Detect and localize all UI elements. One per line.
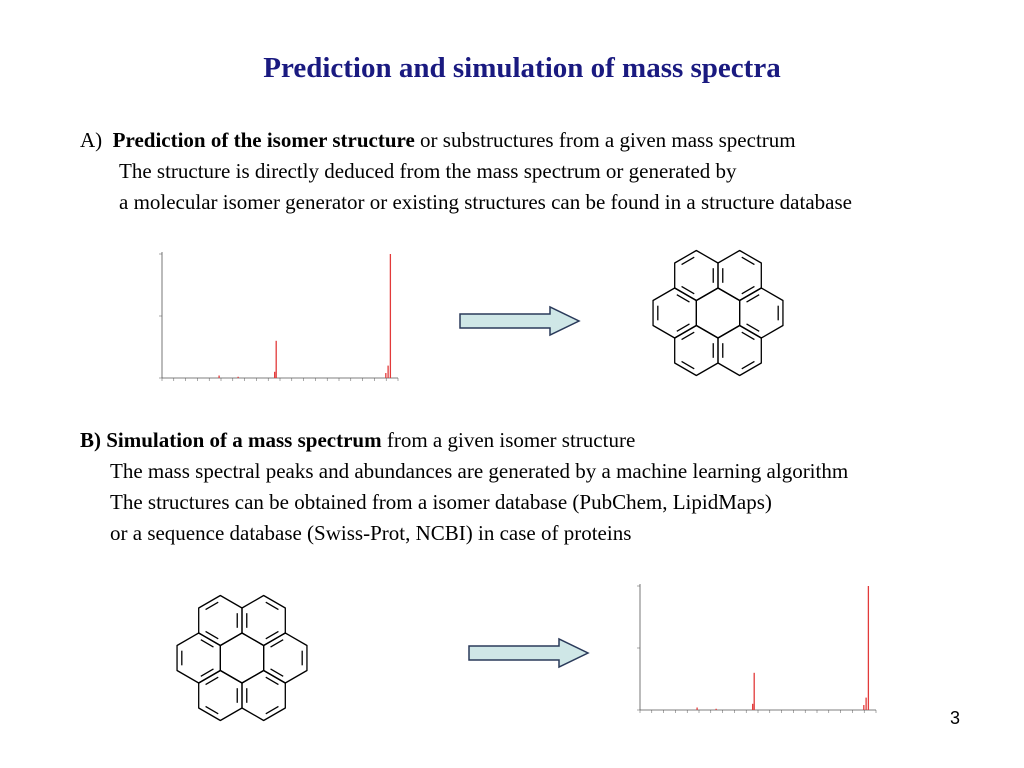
molecule-double-bond — [270, 639, 284, 648]
molecule-double-bond — [205, 676, 219, 686]
molecule-double-bond — [746, 323, 760, 332]
molecule-double-bond — [676, 323, 690, 332]
coronene-molecule-a — [652, 249, 784, 377]
section-b-line-2: The structures can be obtained from a is… — [110, 490, 772, 514]
section-b: B) Simulation of a mass spectrum from a … — [80, 425, 848, 549]
molecule-double-bond — [741, 256, 755, 266]
molecule-double-bond — [676, 294, 690, 303]
molecule-double-bond — [200, 668, 214, 677]
molecule-double-bond — [681, 331, 695, 341]
molecule-double-bond — [681, 285, 695, 295]
molecule-double-bond — [746, 294, 760, 303]
molecule-ring — [241, 669, 286, 722]
molecule-ring — [695, 287, 741, 339]
molecule-double-bond — [741, 331, 755, 341]
section-a-heading-bold: Prediction of the isomer structure — [112, 128, 415, 152]
molecule-double-bond — [681, 360, 695, 370]
section-b-heading-bold: Simulation of a mass spectrum — [106, 428, 382, 452]
section-b-line-1: The mass spectral peaks and abundances a… — [110, 459, 849, 483]
molecule-ring — [176, 632, 221, 684]
section-b-line-3: or a sequence database (Swiss-Prot, NCBI… — [110, 521, 632, 545]
molecule-double-bond — [205, 705, 219, 715]
molecule-double-bond — [681, 256, 695, 266]
section-a-heading: A) Prediction of the isomer structure or… — [80, 125, 852, 156]
molecule-ring — [198, 594, 243, 647]
molecule-double-bond — [200, 639, 214, 648]
molecule-double-bond — [205, 630, 219, 640]
section-b-heading-rest: from a given isomer structure — [381, 428, 636, 452]
molecule-double-bond — [741, 360, 755, 370]
section-a-line-2: a molecular isomer generator or existing… — [119, 190, 852, 214]
section-a-line-1: The structure is directly deduced from t… — [119, 159, 737, 183]
molecule-double-bond — [270, 668, 284, 677]
molecule-double-bond — [205, 601, 219, 611]
molecule-ring — [674, 249, 719, 302]
molecule-double-bond — [265, 630, 279, 640]
mass-spectrum-a — [159, 252, 399, 381]
molecule-double-bond — [265, 676, 279, 686]
molecule-ring — [219, 632, 265, 684]
section-a: A) Prediction of the isomer structure or… — [80, 125, 852, 218]
molecule-ring — [674, 324, 719, 377]
molecule-ring — [198, 669, 243, 722]
arrow-a-shape — [459, 305, 581, 337]
molecule-ring — [652, 287, 697, 339]
molecule-double-bond — [265, 705, 279, 715]
page-number: 3 — [950, 708, 961, 728]
molecule-ring — [717, 249, 762, 302]
section-b-marker: B) — [80, 428, 101, 452]
section-a-marker: A) — [80, 128, 103, 152]
molecule-ring — [739, 287, 784, 339]
arrow-b-shape — [468, 637, 590, 669]
coronene-molecule-b — [176, 594, 308, 722]
arrow-b — [468, 637, 590, 669]
molecule-double-bond — [741, 285, 755, 295]
molecule-ring — [263, 632, 308, 684]
section-b-heading: B) Simulation of a mass spectrum from a … — [80, 425, 848, 456]
molecule-ring — [717, 324, 762, 377]
arrow-a — [459, 305, 581, 337]
mass-spectrum-b — [637, 584, 877, 713]
molecule-ring — [241, 594, 286, 647]
section-a-heading-rest: or substructures from a given mass spect… — [414, 128, 796, 152]
molecule-double-bond — [265, 601, 279, 611]
slide-title: Prediction and simulation of mass spectr… — [263, 52, 781, 84]
